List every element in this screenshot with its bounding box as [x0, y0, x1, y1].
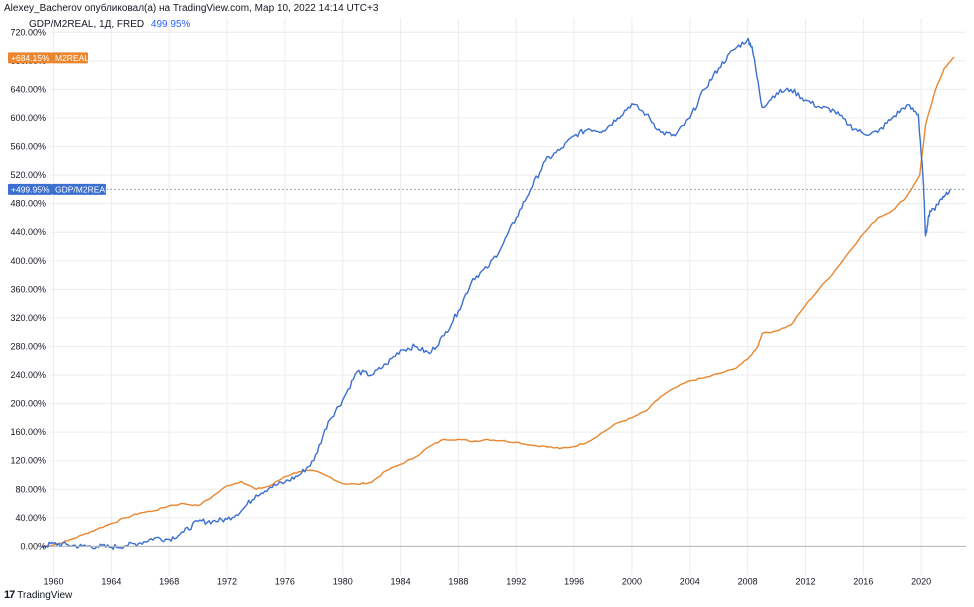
- y-tick-label: 440.00%: [10, 227, 46, 237]
- y-tick-label: 600.00%: [10, 113, 46, 123]
- x-gridlines: [53, 18, 922, 575]
- series-line-gdp-m2real: [41, 37, 951, 550]
- tradingview-logo-icon: 17: [4, 589, 15, 601]
- y-tick-label: 720.00%: [10, 27, 46, 37]
- x-tick-label: 2020: [911, 576, 931, 586]
- value-badge-label: +499.95%: [11, 184, 50, 194]
- x-tick-label: 1960: [43, 576, 63, 586]
- value-badge: [8, 183, 52, 195]
- x-tick-label: 1984: [391, 576, 411, 586]
- y-axis-ticks: 0.00% 40.00% 80.00% 120.00% 160.00% 200.00% 24…: [10, 27, 46, 551]
- series-name-badge: [52, 183, 106, 195]
- y-tick-label: 40.00%: [15, 513, 46, 523]
- x-tick-label: 1964: [101, 576, 121, 586]
- y-tick-label: 80.00%: [15, 484, 46, 494]
- y-tick-label: 560.00%: [10, 142, 46, 152]
- y-tick-label: 400.00%: [10, 256, 46, 266]
- value-badges: +499.95% GDP/M2REAL +684.15% M2REAL: [8, 52, 110, 195]
- x-tick-label: 1972: [217, 576, 237, 586]
- value-badge-label: +684.15%: [11, 53, 50, 63]
- x-tick-label: 2000: [622, 576, 642, 586]
- x-tick-label: 1968: [159, 576, 179, 586]
- x-tick-label: 2008: [738, 576, 758, 586]
- y-tick-label: 120.00%: [10, 456, 46, 466]
- footer-brand: TradingView: [17, 589, 73, 601]
- x-tick-label: 1976: [275, 576, 295, 586]
- x-tick-label: 2004: [680, 576, 700, 586]
- y-tick-label: 640.00%: [10, 84, 46, 94]
- y-tick-label: 360.00%: [10, 284, 46, 294]
- y-tick-label: 480.00%: [10, 199, 46, 209]
- x-axis-ticks: 1960 1964 1968 1972 1976 1980 1984 1988 1992 1996…: [43, 576, 931, 586]
- y-tick-label: 240.00%: [10, 370, 46, 380]
- x-tick-label: 2012: [795, 576, 815, 586]
- x-tick-label: 2016: [853, 576, 873, 586]
- series-name-badge: [52, 52, 88, 64]
- legend-symbol: GDP/M2REAL, 1Д, FRED: [29, 19, 145, 30]
- y-tick-label: 200.00%: [10, 399, 46, 409]
- publisher-caption: Alexey_Bacherov опубликовал(а) на Tradin…: [4, 3, 379, 14]
- series-line-m2real: [41, 56, 955, 548]
- series-layer: [41, 37, 955, 550]
- x-tick-label: 1980: [333, 576, 353, 586]
- x-tick-label: 1996: [564, 576, 584, 586]
- y-tick-label: 160.00%: [10, 427, 46, 437]
- value-badge: [8, 52, 52, 64]
- series-name-label: M2REAL: [55, 53, 89, 63]
- y-tick-label: 320.00%: [10, 313, 46, 323]
- y-gridlines: [50, 31, 966, 547]
- y-tick-label: 0.00%: [20, 541, 46, 551]
- series-name-label: GDP/M2REAL: [55, 184, 110, 194]
- x-tick-label: 1992: [506, 576, 526, 586]
- y-tick-label: 520.00%: [10, 170, 46, 180]
- legend-value: 499.95%: [150, 19, 191, 30]
- chart-legend: GDP/M2REAL, 1Д, FRED 499.95%: [29, 19, 190, 30]
- footer: 17 TradingView: [4, 589, 72, 601]
- y-tick-label: 280.00%: [10, 341, 46, 351]
- x-tick-label: 1988: [448, 576, 468, 586]
